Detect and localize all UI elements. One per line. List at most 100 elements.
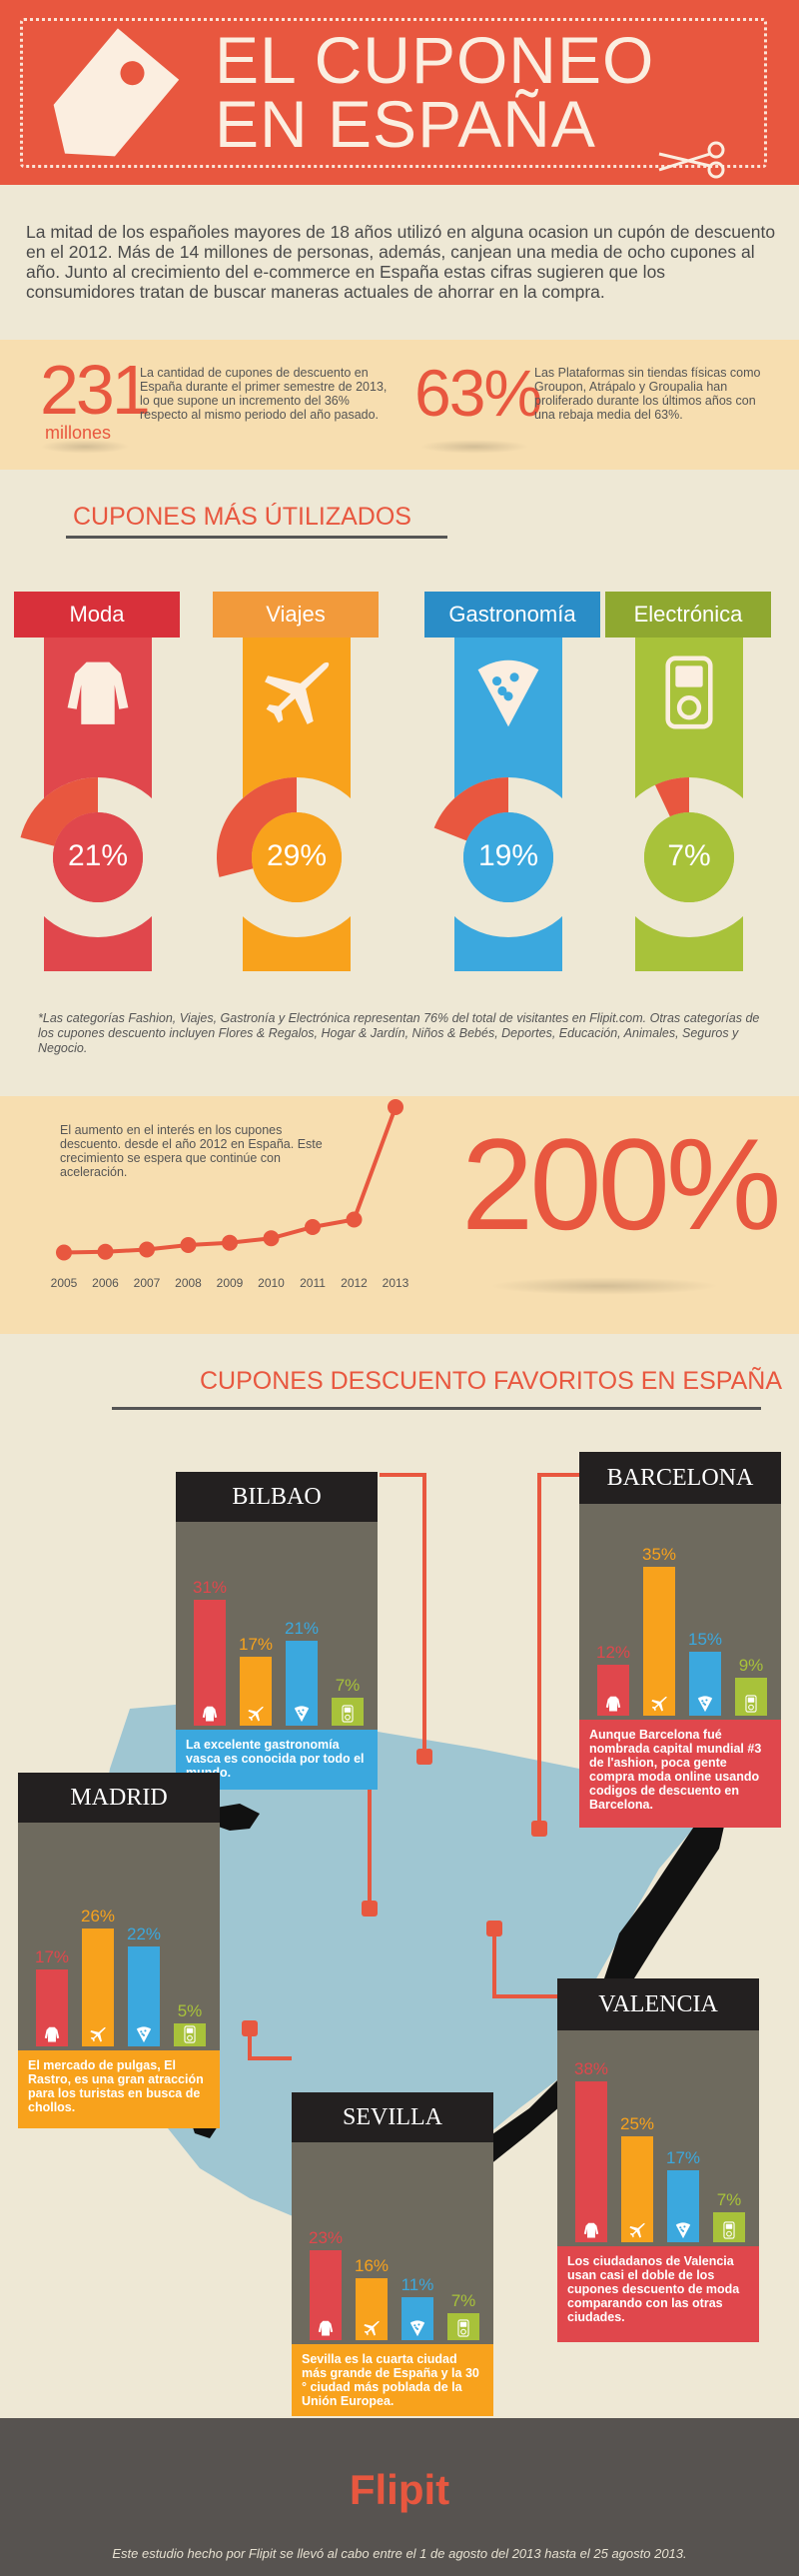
coat-icon xyxy=(605,1696,621,1712)
city-bar xyxy=(82,1928,114,2046)
growth-point xyxy=(263,1230,280,1247)
city-note: Los ciudadanos de Valencia usan casi el … xyxy=(557,2246,759,2342)
donut-center xyxy=(53,812,143,902)
city-bar-percentage: 7% xyxy=(716,2190,742,2210)
airplane-icon xyxy=(90,2026,106,2042)
city-bar-percentage: 7% xyxy=(335,1675,361,1695)
growth-year-label: 2006 xyxy=(92,1276,119,1290)
city-note: El mercado de pulgas, El Rastro, es una … xyxy=(18,2050,220,2128)
city-bar-percentage: 31% xyxy=(192,1578,228,1598)
city-name-bilbao: BILBAO xyxy=(176,1472,378,1522)
spain-coastline xyxy=(345,1797,729,2218)
city-name-madrid: MADRID xyxy=(18,1773,220,1823)
category-percentage: 19% xyxy=(477,839,539,872)
category-donut xyxy=(217,777,377,937)
city-bar-percentage: 25% xyxy=(619,2113,655,2133)
growth-line-chart: 2005 2006 2007 2008 2009 2010 2011 2012 2013 xyxy=(51,1099,409,1290)
sevilla-connector xyxy=(248,2028,292,2060)
category-percentage: 29% xyxy=(266,839,328,872)
growth-point xyxy=(388,1099,403,1115)
growth-year-label: 2012 xyxy=(341,1276,368,1290)
city-bar-percentage: 22% xyxy=(126,1924,162,1943)
city-bar-percentage: 35% xyxy=(641,1545,677,1565)
category-tab-gastronomía: Gastronomía xyxy=(424,592,600,638)
city-bar xyxy=(575,2080,607,2242)
city-bar-percentage: 12% xyxy=(595,1643,631,1662)
growth-point xyxy=(180,1237,197,1253)
growth-point xyxy=(56,1244,72,1261)
city-bar-percentage: 23% xyxy=(308,2228,344,2248)
categories-title: CUPONES MÁS ÚTILIZADOS xyxy=(73,503,411,531)
music-player-icon xyxy=(745,1695,757,1713)
stat-value-coupons: 231 xyxy=(40,351,151,429)
header-dotted-border xyxy=(20,18,767,168)
growth-point xyxy=(346,1211,363,1228)
pizza-slice-icon xyxy=(409,2320,425,2337)
stat-unit-millones: millones xyxy=(45,423,112,443)
growth-year-label: 2009 xyxy=(217,1276,244,1290)
stat-text-discount: Las Plataformas sin tiendas físicas como… xyxy=(534,366,761,422)
coat-icon xyxy=(202,1706,218,1722)
sevilla-marker xyxy=(242,2020,258,2036)
coat-icon xyxy=(44,2026,60,2042)
city-bar xyxy=(621,2135,653,2242)
pizza-slice-icon xyxy=(477,659,539,727)
airplane-icon xyxy=(265,661,330,724)
music-player-icon xyxy=(723,2221,735,2239)
growth-point xyxy=(222,1234,238,1251)
category-tab-moda: Moda xyxy=(14,592,180,638)
music-player-icon xyxy=(184,2025,196,2043)
brand-logo: Flipit xyxy=(349,2466,450,2513)
title-line-1: EL CUPONEO xyxy=(215,23,655,97)
coat-icon xyxy=(67,661,129,724)
madrid-marker xyxy=(362,1901,378,1917)
pizza-slice-icon xyxy=(294,1706,310,1723)
city-bar-percentage: 16% xyxy=(354,2255,390,2275)
coat-icon xyxy=(583,2222,599,2238)
valencia-connector xyxy=(492,1929,557,1998)
city-bar-percentage: 26% xyxy=(80,1906,116,1926)
bilbao-connector xyxy=(380,1473,426,1757)
categories-title-underline xyxy=(66,536,447,539)
intro-paragraph: La mitad de los españoles mayores de 18 … xyxy=(26,222,776,302)
city-bar-percentage: 17% xyxy=(34,1946,70,1966)
favorites-title: CUPONES DESCUENTO FAVORITOS EN ESPAÑA xyxy=(200,1367,782,1395)
donut-segment xyxy=(20,777,98,846)
stat-text-coupons: La cantidad de cupones de descuento en E… xyxy=(140,366,388,422)
barcelona-connector xyxy=(537,1473,579,1829)
categories-footnote: *Las categorías Fashion, Viajes, Gastron… xyxy=(38,1011,760,1055)
city-bar xyxy=(643,1567,675,1716)
growth-year-label: 2005 xyxy=(51,1276,78,1290)
growth-year-label: 2008 xyxy=(175,1276,202,1290)
category-percentage: 21% xyxy=(67,839,129,872)
title-line-2: EN ESPAÑA xyxy=(215,87,596,161)
growth-value: 200% xyxy=(461,1111,781,1257)
stat-value-discount: 63% xyxy=(414,356,542,430)
city-note: Aunque Barcelona fué nombrada capital mu… xyxy=(579,1720,781,1828)
city-bar-percentage: 21% xyxy=(284,1618,320,1638)
growth-year-label: 2011 xyxy=(300,1276,326,1290)
category-tab-viajes: Viajes xyxy=(213,592,379,638)
study-footnote: Este estudio hecho por Flipit se llevó a… xyxy=(112,2546,687,2561)
city-bar-percentage: 5% xyxy=(177,2001,203,2021)
city-bar-percentage: 9% xyxy=(738,1655,764,1675)
city-bar-percentage: 7% xyxy=(450,2290,476,2310)
category-donut xyxy=(18,777,178,937)
bilbao-marker xyxy=(416,1749,432,1765)
growth-point xyxy=(97,1243,114,1260)
growth-band xyxy=(0,1096,799,1334)
airplane-icon xyxy=(651,1696,667,1712)
stat-shadow xyxy=(40,440,130,454)
growth-point xyxy=(139,1241,155,1258)
page-title: EL CUPONEO EN ESPAÑA xyxy=(215,23,734,161)
music-player-icon xyxy=(342,1705,354,1723)
city-bar-percentage: 11% xyxy=(400,2275,434,2295)
city-bar xyxy=(194,1600,226,1726)
donut-segment xyxy=(217,777,297,877)
city-name-valencia: VALENCIA xyxy=(557,1978,759,2030)
donut-center xyxy=(463,812,553,902)
favorites-title-underline xyxy=(112,1407,761,1410)
airplane-icon xyxy=(629,2222,645,2238)
pizza-slice-icon xyxy=(675,2222,691,2239)
donut-segment xyxy=(654,777,689,817)
